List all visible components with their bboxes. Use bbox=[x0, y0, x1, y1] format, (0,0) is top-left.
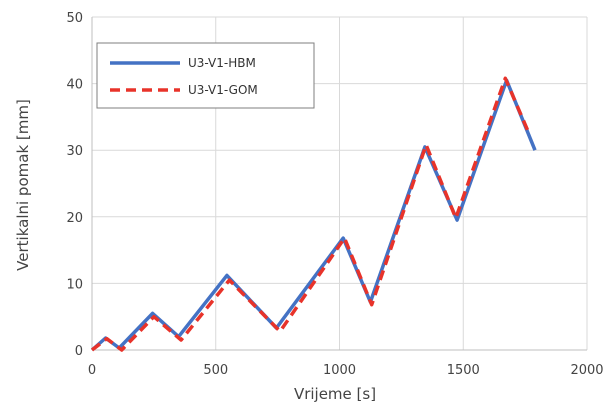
y-tick-label: 40 bbox=[66, 78, 83, 93]
legend-label-gom: U3-V1-GOM bbox=[188, 83, 258, 97]
x-tick-label: 0 bbox=[88, 363, 96, 378]
series-line-hbm bbox=[90, 78, 537, 352]
y-tick-label: 50 bbox=[66, 11, 83, 26]
series-line-gom bbox=[90, 76, 530, 352]
legend-box bbox=[96, 42, 315, 109]
legend: U3-V1-HBM U3-V1-GOM bbox=[96, 42, 315, 109]
x-tick-label: 1500 bbox=[447, 363, 480, 378]
y-tick-label: 30 bbox=[66, 144, 83, 159]
x-tick-label: 1000 bbox=[323, 363, 356, 378]
y-tick-label: 10 bbox=[66, 277, 83, 292]
series-layer bbox=[90, 76, 537, 352]
y-tick-label: 20 bbox=[66, 211, 83, 226]
x-axis-title: Vrijeme [s] bbox=[294, 385, 376, 403]
y-tick-label: 0 bbox=[75, 344, 83, 359]
x-tick-label: 2000 bbox=[570, 363, 603, 378]
legend-label-hbm: U3-V1-HBM bbox=[188, 56, 256, 70]
axes bbox=[91, 17, 587, 351]
y-axis-title: Vertikalni pomak [mm] bbox=[14, 99, 32, 271]
x-tick-label: 500 bbox=[203, 363, 228, 378]
